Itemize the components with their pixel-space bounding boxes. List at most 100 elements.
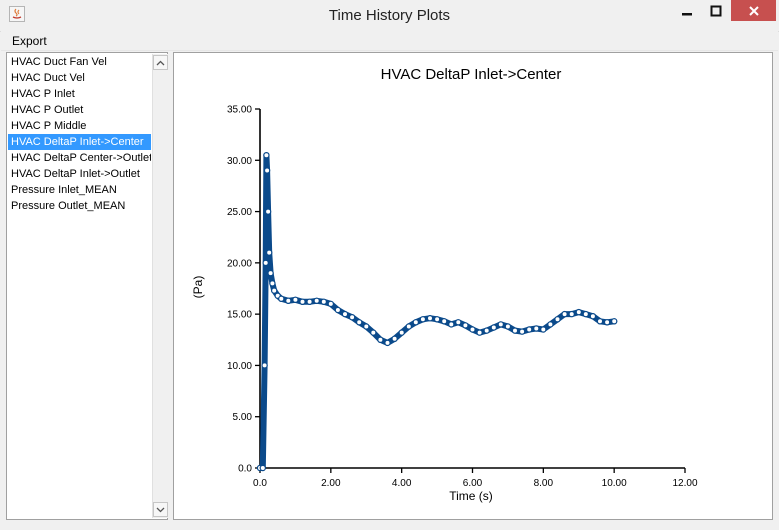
x-tick-label: 8.00 [534, 478, 554, 489]
data-point [433, 316, 441, 323]
data-point [561, 310, 568, 318]
maximize-icon [710, 5, 722, 16]
data-point [412, 319, 419, 326]
data-point [554, 316, 561, 323]
list-item[interactable]: HVAC DeltaP Inlet->Outlet [11, 168, 140, 180]
list-item[interactable]: Pressure Inlet_MEAN [11, 184, 117, 196]
data-point [370, 329, 377, 336]
data-point [483, 327, 490, 334]
x-tick-label: 2.00 [321, 478, 341, 489]
data-point [320, 298, 327, 305]
data-point [419, 316, 427, 323]
data-point [526, 326, 533, 333]
data-point [589, 313, 597, 320]
list-item[interactable]: HVAC Duct Vel [11, 72, 85, 84]
y-tick-label: 25.00 [227, 207, 252, 218]
data-point [469, 326, 476, 333]
export-menu[interactable]: Export [12, 34, 47, 48]
list-item-selected[interactable]: HVAC DeltaP Inlet->Center [8, 134, 151, 150]
data-point [299, 298, 306, 305]
data-point [497, 321, 504, 328]
chevron-up-icon [156, 60, 165, 65]
data-point [285, 297, 292, 304]
data-point [261, 362, 268, 369]
list-item[interactable]: HVAC Duct Fan Vel [11, 56, 107, 68]
list-item[interactable]: HVAC P Inlet [11, 88, 75, 100]
chart-series [256, 151, 618, 472]
data-point [568, 310, 575, 318]
data-point [306, 298, 313, 305]
close-button[interactable] [731, 0, 776, 21]
x-tick-label: 12.00 [672, 478, 697, 489]
close-icon [748, 5, 759, 16]
time-history-chart: HVAC DeltaP Inlet->Center (Pa) Time (s) … [191, 66, 698, 503]
data-point [603, 319, 611, 326]
data-point [384, 339, 391, 347]
data-point [511, 327, 519, 334]
data-point [455, 319, 462, 326]
x-tick-label: 6.00 [463, 478, 483, 489]
y-tick-label: 15.00 [227, 310, 252, 321]
chevron-down-icon [156, 507, 165, 512]
chart-title: HVAC DeltaP Inlet->Center [381, 66, 562, 83]
minimize-button[interactable] [672, 0, 702, 21]
data-point [462, 322, 469, 329]
data-point [348, 314, 356, 321]
y-tick-label: 35.00 [227, 105, 252, 116]
scroll-down-button[interactable] [153, 502, 168, 517]
data-point [391, 335, 398, 342]
data-point [448, 321, 455, 328]
data-point [582, 310, 589, 318]
y-tick-label: 20.00 [227, 258, 252, 269]
java-icon [9, 6, 25, 22]
data-point [441, 318, 448, 325]
data-point [327, 300, 334, 308]
data-point [263, 151, 270, 159]
data-point [540, 326, 547, 333]
list-scrollbar[interactable] [152, 54, 168, 518]
data-point [259, 464, 267, 472]
series-line [257, 152, 618, 471]
data-point [334, 306, 342, 314]
data-point [267, 269, 274, 277]
data-point [426, 315, 434, 322]
data-point [265, 249, 273, 256]
data-point [398, 329, 405, 336]
list-item[interactable]: HVAC P Outlet [11, 104, 84, 116]
plot-panel: HVAC DeltaP Inlet->Center (Pa) Time (s) … [173, 52, 773, 520]
data-point [270, 287, 278, 294]
list-item[interactable]: HVAC P Middle [11, 120, 87, 132]
scroll-up-button[interactable] [153, 55, 168, 70]
data-point [262, 259, 269, 267]
x-tick-label: 10.00 [602, 478, 627, 489]
data-point [292, 296, 299, 303]
data-point [596, 318, 604, 325]
list-item[interactable]: HVAC DeltaP Center->Outlet [11, 152, 151, 164]
x-axis-label: Time (s) [449, 489, 493, 503]
chart-axes: 0.0 2.00 4.00 6.00 8.00 10.00 12.00 0.0 5.00 10.0… [227, 105, 698, 490]
data-point [518, 328, 526, 335]
maximize-button[interactable] [701, 0, 731, 21]
data-point [611, 318, 618, 325]
y-tick-label: 0.0 [238, 464, 252, 475]
data-point [341, 310, 349, 318]
data-point [363, 323, 370, 330]
data-point [264, 208, 272, 215]
y-tick-label: 10.00 [227, 361, 252, 372]
title-bar: Time History Plots [0, 0, 779, 32]
menu-bar: Export [1, 31, 778, 51]
data-point [405, 323, 412, 330]
data-point [377, 336, 384, 343]
data-point [278, 295, 285, 302]
data-point [504, 323, 512, 330]
y-axis-label: (Pa) [191, 276, 205, 299]
data-point [547, 321, 554, 328]
x-tick-label: 0.0 [253, 478, 267, 489]
list-item[interactable]: Pressure Outlet_MEAN [11, 200, 126, 212]
data-point [575, 308, 582, 316]
window-title: Time History Plots [328, 7, 451, 24]
y-tick-label: 5.00 [233, 412, 253, 423]
data-point [355, 319, 363, 326]
data-point [476, 329, 483, 336]
minimize-icon [682, 12, 692, 15]
